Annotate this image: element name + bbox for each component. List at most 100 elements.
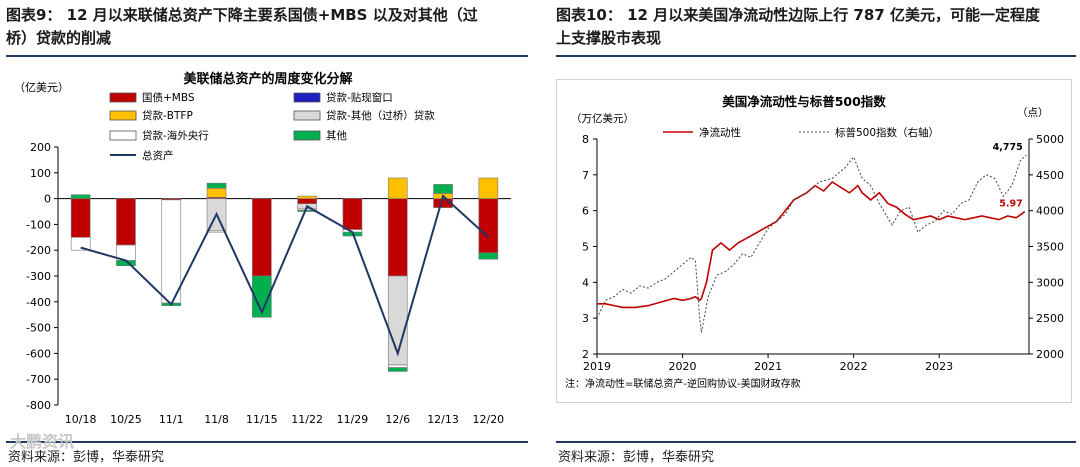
y-tick-label-1: 100: [30, 167, 51, 180]
legend-swatch-3: [293, 110, 321, 121]
bar-0-0: [70, 198, 91, 238]
x-tick-label-8: 12/13: [427, 413, 459, 426]
y-tick-label-4: -200: [26, 244, 51, 257]
bar-4-2: [161, 199, 182, 304]
x-tick-label-9: 12/20: [472, 413, 504, 426]
right-chart-footnote: 注：净流动性=联储总资产-逆回购协议-美国财政存款: [565, 377, 801, 390]
bar-0-9: [478, 198, 499, 254]
bar-2-7: [387, 177, 408, 199]
left-axis-label-1: 3: [582, 312, 589, 325]
left-bottom-rule: [6, 441, 528, 443]
left-heading-line2: 桥）贷款的削减: [6, 29, 112, 47]
left-axis-label-4: 6: [582, 205, 589, 218]
legend-swatch-4: [109, 130, 137, 141]
legend-swatch-2: [109, 110, 137, 121]
x-axis-label-2: 2021: [754, 360, 782, 373]
legend-label-3: 贷款-其他（过桥）贷款: [326, 109, 435, 122]
y-tick-label-5: -300: [26, 270, 51, 283]
right-bottom-rule: [556, 441, 1076, 443]
y-tick-label-7: -500: [26, 322, 51, 335]
legend-label-4: 贷款-海外央行: [142, 129, 209, 142]
right-source: 资料来源：彭博，华泰研究: [558, 450, 715, 465]
left-heading-line1: 图表9： 12 月以来联储总资产下降主要系国债+MBS 以及对其他（过: [6, 6, 478, 24]
x-tick-label-2: 11/1: [159, 413, 184, 426]
left-axis-label-6: 8: [582, 133, 589, 146]
bar-2-5: [297, 195, 317, 199]
legend-swatch-5: [293, 130, 321, 141]
legend-line-label: 总资产: [142, 149, 174, 162]
bar-5-3: [206, 182, 227, 189]
legend-swatch-1: [293, 92, 321, 103]
left-axis-label-5: 7: [582, 169, 589, 182]
y-tick-label-10: -800: [26, 399, 51, 412]
left-axis-label-0: 2: [582, 348, 589, 361]
right-heading-line1: 图表10： 12 月以来美国净流动性边际上行 787 亿美元，可能一定程度: [556, 6, 1040, 24]
annotation-0: 4,775: [993, 142, 1023, 153]
left-chart-frame: 美联储总资产的周度变化分解 （亿美元） 国债+MBS 贷款-贴现窗口贷款-BTFP 贷款…: [6, 61, 526, 439]
watermark: 大鹏资讯: [10, 432, 75, 451]
left-chart-title: 美联储总资产的周度变化分解: [183, 71, 352, 87]
bar-5-7: [387, 367, 408, 372]
y-tick-label-9: -700: [26, 373, 51, 386]
y-tick-label-2: 0: [44, 193, 51, 206]
bar-0-7: [387, 198, 408, 277]
left-axis-label-2: 4: [582, 276, 589, 289]
x-tick-label-3: 11/8: [204, 413, 229, 426]
x-tick-label-6: 11/29: [337, 413, 369, 426]
y-tick-label-8: -600: [26, 347, 51, 360]
right-right-axis-label: （点）: [1017, 107, 1049, 119]
right-legend-label-0: 净流动性: [699, 126, 741, 139]
bar-0-6: [342, 198, 363, 230]
legend-label-0: 国债+MBS: [142, 91, 195, 104]
bar-5-8: [433, 184, 453, 194]
left-source: 资料来源：彭博，华泰研究: [8, 450, 165, 465]
bar-5-9: [478, 252, 499, 260]
right-chart: 美国净流动性与标普500指数 （万亿美元） （点） 净流动性 标普500指数（右轴） 2 3…: [565, 94, 1064, 390]
x-tick-label-4: 11/15: [246, 413, 278, 426]
bar-0-5: [297, 198, 317, 205]
x-tick-label-0: 10/18: [65, 413, 97, 426]
right-chart-title: 美国净流动性与标普500指数: [722, 94, 886, 109]
bar-5-0: [70, 194, 91, 199]
x-tick-label-5: 11/22: [291, 413, 323, 426]
right-chart-frame: 美国净流动性与标普500指数 （万亿美元） （点） 净流动性 标普500指数（右轴） 2 3…: [556, 79, 1072, 403]
bar-5-4: [252, 275, 272, 318]
x-tick-label-1: 10/25: [110, 413, 142, 426]
y-tick-label-6: -400: [26, 296, 51, 309]
right-axis-label-1: 2500: [1036, 312, 1064, 325]
x-axis-label-0: 2019: [583, 360, 611, 373]
y-tick-label-3: -100: [26, 218, 51, 231]
bar-0-1: [116, 198, 136, 246]
right-top-rule: [556, 55, 1076, 57]
right-panel-heading: 图表10： 12 月以来美国净流动性边际上行 787 亿美元，可能一定程度 上支…: [556, 4, 1040, 50]
legend-label-2: 贷款-BTFP: [142, 109, 193, 122]
right-heading-line2: 上支撑股市表现: [556, 29, 662, 47]
right-axis-label-3: 3500: [1036, 241, 1064, 254]
total-assets-line: [80, 194, 490, 357]
bar-2-9: [478, 177, 499, 199]
series-line-0: [597, 180, 1026, 309]
series-line-1: [596, 154, 1027, 333]
right-axis-label-0: 2000: [1036, 348, 1064, 361]
right-legend-label-1: 标普500指数（右轴）: [835, 126, 939, 139]
left-axis-label-3: 5: [582, 241, 589, 254]
right-axis-label-4: 4000: [1036, 205, 1064, 218]
bar-2-3: [206, 187, 227, 198]
left-y-axis-label: （亿美元）: [14, 81, 69, 94]
legend-swatch-0: [109, 92, 137, 103]
legend-label-5: 其他: [326, 129, 347, 142]
legend-label-1: 贷款-贴现窗口: [326, 91, 393, 104]
right-axis-label-5: 4500: [1036, 169, 1064, 182]
x-tick-label-7: 12/6: [385, 413, 410, 426]
bar-4-3: [206, 230, 227, 233]
annotation-1: 5.97: [999, 199, 1022, 210]
y-tick-label-0: 200: [30, 141, 51, 154]
left-panel-heading: 图表9： 12 月以来联储总资产下降主要系国债+MBS 以及对其他（过 桥）贷款…: [6, 4, 478, 50]
x-axis-label-4: 2023: [925, 360, 953, 373]
right-axis-label-2: 3000: [1036, 276, 1064, 289]
bar-4-0: [70, 237, 91, 251]
x-axis-label-1: 2020: [669, 360, 697, 373]
bar-0-4: [252, 198, 272, 277]
right-axis-label-6: 5000: [1036, 133, 1064, 146]
